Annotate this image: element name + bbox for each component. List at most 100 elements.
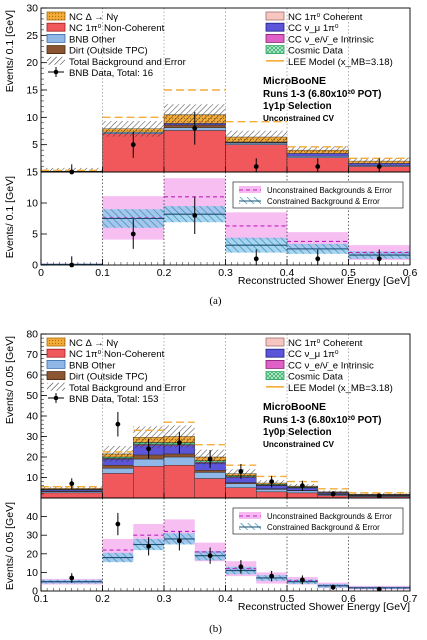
legend-label: CC ν_e/ν̄_e Intrinsic xyxy=(288,34,374,45)
data-point xyxy=(331,585,336,590)
annotation: Unconstrained CV xyxy=(263,440,335,449)
legend-item-data: BNB Data, Total: 16 xyxy=(48,67,153,79)
ytick-label-top: 70 xyxy=(26,349,38,361)
xlabel: Reconstructed Shower Energy [GeV] xyxy=(238,601,410,613)
ytick-label-bottom: 30 xyxy=(26,530,38,542)
stack-bar xyxy=(256,489,287,491)
stack-bar xyxy=(103,468,134,473)
legend-item-total: Total Background and Error xyxy=(47,57,187,68)
legend-label: NC 1π⁰ Non-Coherent xyxy=(69,23,165,34)
legend-label: CC ν_μ 1π⁰ xyxy=(288,349,339,360)
ytick-label-top: 60 xyxy=(26,370,38,382)
legend-swatch xyxy=(54,70,59,75)
data-point xyxy=(208,457,213,462)
annotation: MicroBooNE xyxy=(263,75,326,87)
stack-bar xyxy=(195,472,226,478)
legend-item-cc_nue: CC ν_e/ν̄_e Intrinsic xyxy=(266,360,374,371)
data-point xyxy=(238,469,243,474)
legend-swatch xyxy=(47,23,65,31)
annotation: MicroBooNE xyxy=(263,401,326,413)
legend-item-lee: LEE Model (x_MB=3.18) xyxy=(266,383,393,394)
legend-item-nc_coh: NC 1π⁰ Coherent xyxy=(266,12,363,23)
top-panel: 51015202530Events/ 0.1 [GeV] NC Δ → NγNC … xyxy=(4,3,410,175)
legend-label: CC ν_μ 1π⁰ xyxy=(288,23,339,34)
data-point xyxy=(315,256,320,261)
total-error-band xyxy=(226,131,288,144)
legend-label: Dirt (Outside TPC) xyxy=(69,46,148,57)
ylabel-top: Events/ 0.1 [GeV] xyxy=(4,10,16,92)
legend-label: Cosmic Data xyxy=(288,46,344,57)
data-point xyxy=(146,446,151,451)
legend-label: LEE Model (x_MB=3.18) xyxy=(288,383,393,394)
xtick-label: 0.4 xyxy=(218,593,233,605)
ytick-label-top: 15 xyxy=(26,85,38,97)
legend-swatch xyxy=(266,46,284,54)
ytick-label-top: 5 xyxy=(32,139,38,151)
figure-caption: (b) xyxy=(209,623,222,635)
data-point xyxy=(300,577,305,582)
legend-item-cc_nue: CC ν_e/ν̄_e Intrinsic xyxy=(266,34,374,45)
ylabel-bottom: Events/ 0.1 [GeV] xyxy=(4,176,16,258)
legend-label: Constrained Background & Error xyxy=(267,197,380,206)
legend-label: Unconstrained Backgrounds & Error xyxy=(267,186,392,195)
xtick-label: 0.2 xyxy=(157,267,172,279)
ytick-label-top: 20 xyxy=(26,452,38,464)
legend-item-cosmic: Cosmic Data xyxy=(266,46,344,57)
legend-item-nc_noncoh: NC 1π⁰ Non-Coherent xyxy=(47,23,165,34)
xtick-label: 0.3 xyxy=(218,267,233,279)
stack-bar xyxy=(195,479,226,498)
legend-swatch xyxy=(54,396,59,401)
legend-label: Constrained Background & Error xyxy=(267,523,380,532)
bottom-panel: 0 10 20 30 40 Events/ 0.05 [GeV] Unconstrained… xyxy=(4,498,417,613)
ylabel-top: Events/ 0.05 [GeV] xyxy=(4,336,16,424)
legend-label: BNB Other xyxy=(69,360,116,371)
legend-item-cc_numu: CC ν_μ 1π⁰ xyxy=(266,23,339,34)
data-point xyxy=(69,481,74,486)
ytick-label-top: 10 xyxy=(26,472,38,484)
xlabel: Reconstructed Shower Energy [GeV] xyxy=(238,275,410,287)
annotation: Runs 1-3 (6.80x10²⁰ POT) xyxy=(263,415,382,426)
ytick-label-bottom: 10 xyxy=(26,567,38,579)
ytick-label-top: 50 xyxy=(26,390,38,402)
ytick-label-top: 30 xyxy=(26,3,38,15)
stack-bar xyxy=(41,493,103,498)
stack-bar xyxy=(287,493,318,498)
legend-swatch xyxy=(266,349,284,357)
data-point xyxy=(238,564,243,569)
data-point xyxy=(177,538,182,543)
legend-swatch xyxy=(266,360,284,368)
legend-item-nc_delta: NC Δ → Nγ xyxy=(47,338,118,349)
legend-label: Unconstrained Backgrounds & Error xyxy=(267,512,392,521)
legend-item-cosmic: Cosmic Data xyxy=(266,372,344,383)
legend-label: NC Δ → Nγ xyxy=(69,12,118,23)
stack-bar xyxy=(164,465,195,498)
legend-label: NC 1π⁰ Non-Coherent xyxy=(69,349,165,360)
ytick-label-bottom: 5 xyxy=(32,229,38,241)
legend-label: Total Background and Error xyxy=(69,383,187,394)
xtick-label: 0.3 xyxy=(157,593,172,605)
legend-label: NC Δ → Nγ xyxy=(69,338,118,349)
legend-swatch xyxy=(47,57,65,65)
legend-swatch xyxy=(266,34,284,42)
legend-item-lee: LEE Model (x_MB=3.18) xyxy=(266,57,393,68)
legend-swatch xyxy=(47,383,65,391)
ylabel-bottom: Events/ 0.05 [GeV] xyxy=(4,502,16,590)
data-point xyxy=(115,522,120,527)
stack-bar xyxy=(133,459,164,466)
ytick-label-top: 20 xyxy=(26,57,38,69)
legend-item-nc_delta: NC Δ → Nγ xyxy=(47,12,118,23)
data-point xyxy=(192,126,197,131)
legend-swatch xyxy=(47,349,65,357)
stack-bar xyxy=(103,465,134,468)
legend-label: BNB Data, Total: 153 xyxy=(69,394,158,405)
xtick-label: 0.2 xyxy=(95,593,110,605)
legend-label: BNB Other xyxy=(69,34,116,45)
stack-bar xyxy=(256,492,287,498)
legend-swatch xyxy=(47,338,65,346)
xtick-label: 0.1 xyxy=(95,267,110,279)
bottom-panel: 051015Events/ 0.1 [GeV] Unconstrained Bac… xyxy=(4,167,417,288)
data-point xyxy=(254,164,259,169)
data-point xyxy=(377,164,382,169)
legend-label: LEE Model (x_MB=3.18) xyxy=(288,57,393,68)
data-point xyxy=(69,576,74,581)
